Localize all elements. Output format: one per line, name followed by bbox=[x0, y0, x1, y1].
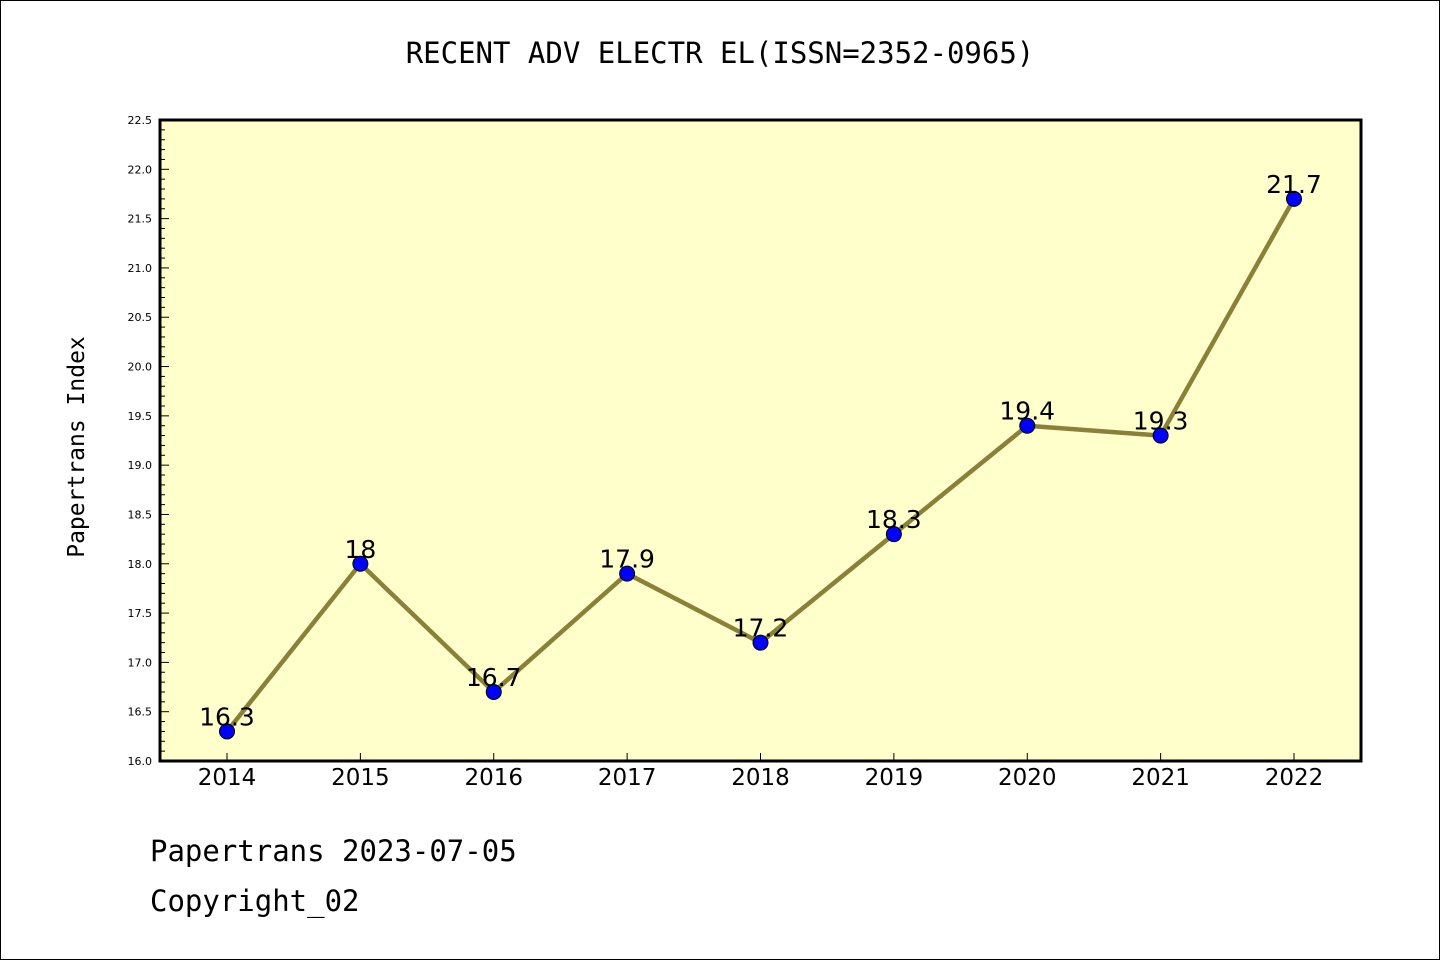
footer-date: Papertrans 2023-07-05 bbox=[150, 834, 517, 868]
y-tick-label: 19.5 bbox=[128, 410, 153, 423]
data-point bbox=[619, 565, 636, 582]
x-tick-label: 2021 bbox=[1131, 765, 1190, 791]
x-tick-label: 2014 bbox=[198, 765, 257, 791]
x-tick-label: 2016 bbox=[464, 765, 523, 791]
data-label: 17.2 bbox=[733, 614, 789, 643]
y-tick-label: 20.5 bbox=[128, 311, 153, 324]
x-tick-label: 2017 bbox=[598, 765, 657, 791]
y-tick-label: 21.0 bbox=[128, 262, 153, 275]
x-tick-label: 2019 bbox=[865, 765, 924, 791]
y-tick-label: 17.0 bbox=[128, 656, 153, 669]
y-tick-label: 17.5 bbox=[128, 607, 153, 620]
y-tick-label: 16.0 bbox=[128, 755, 153, 768]
data-label: 18 bbox=[344, 535, 376, 564]
data-point bbox=[352, 555, 369, 572]
y-tick-label: 19.0 bbox=[128, 459, 153, 472]
y-tick-label: 22.0 bbox=[128, 163, 153, 176]
y-axis: 16.0 16.5 17.0 17.5 18.0 18.5 19.0 19.5 20.0 20.5… bbox=[128, 114, 169, 768]
data-label: 18.3 bbox=[866, 505, 922, 534]
plot-area bbox=[158, 118, 1363, 763]
data-label: 19.3 bbox=[1133, 407, 1189, 436]
data-label: 16.7 bbox=[466, 663, 522, 692]
data-point bbox=[219, 723, 235, 740]
series-markers bbox=[219, 190, 1302, 740]
y-tick-label: 18.5 bbox=[128, 508, 153, 521]
data-labels: 16.3 18 16.7 17.9 17.2 18.3 19.4 19.3 21.7 bbox=[199, 170, 1322, 732]
x-tick-label: 2022 bbox=[1265, 765, 1324, 791]
data-label: 21.7 bbox=[1266, 170, 1322, 199]
x-tick-label: 2015 bbox=[331, 765, 390, 791]
y-tick-label: 16.5 bbox=[128, 706, 153, 719]
x-axis: 2014 2015 2016 2017 2018 2019 2020 2021 2022 bbox=[198, 753, 1324, 791]
data-point bbox=[885, 526, 902, 543]
data-point bbox=[1152, 427, 1169, 444]
y-axis-label: Papertrans Index bbox=[64, 336, 90, 558]
x-tick-label: 2018 bbox=[731, 765, 790, 791]
y-tick-label: 20.0 bbox=[128, 361, 153, 374]
data-point bbox=[1286, 190, 1302, 207]
footer-copyright: Copyright_02 bbox=[150, 884, 360, 918]
data-label: 19.4 bbox=[999, 397, 1055, 426]
data-label: 16.3 bbox=[199, 702, 255, 731]
chart-title: RECENT ADV ELECTR EL(ISSN=2352-0965) bbox=[405, 36, 1035, 70]
data-point bbox=[752, 634, 769, 651]
data-point bbox=[1019, 417, 1036, 434]
y-tick-label: 21.5 bbox=[128, 213, 153, 226]
y-tick-label: 22.5 bbox=[128, 114, 153, 127]
x-tick-label: 2020 bbox=[998, 765, 1057, 791]
y-tick-label: 18.0 bbox=[128, 558, 153, 571]
data-label: 17.9 bbox=[599, 545, 655, 574]
data-point bbox=[485, 683, 502, 700]
